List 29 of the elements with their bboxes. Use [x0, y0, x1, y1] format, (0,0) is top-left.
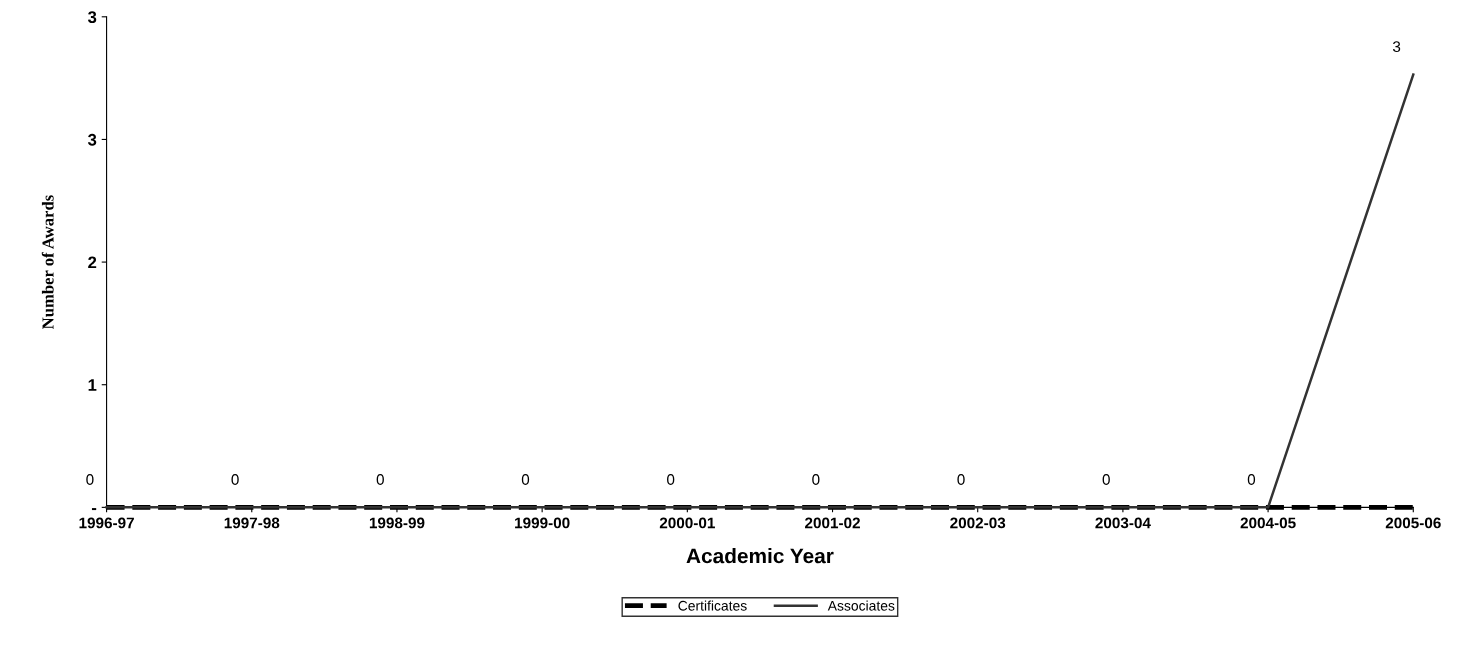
data-label: 0: [812, 474, 820, 485]
x-tick-label: 1998-99: [369, 517, 425, 529]
legend-label: Certificates: [678, 600, 747, 611]
data-label: 0: [957, 474, 965, 485]
x-tick-label: 2002-03: [950, 517, 1006, 529]
x-axis-title: Academic Year: [686, 547, 834, 564]
y-tick-label: 1: [88, 379, 97, 391]
x-tick-label: 2000-01: [659, 517, 715, 529]
y-tick-label: 2: [88, 256, 97, 269]
x-tick-label: 2001-02: [805, 517, 860, 529]
x-tick-label: 1996-97: [79, 517, 134, 529]
y-axis-title: Number of Awards: [41, 195, 54, 330]
data-label: 3: [1392, 41, 1401, 53]
x-tick-label: 1997-98: [224, 517, 280, 529]
y-tick-label: 3: [87, 133, 97, 146]
x-tick-label: 2005-06: [1385, 517, 1441, 529]
data-label: 0: [1247, 474, 1256, 485]
data-label: 0: [667, 474, 675, 485]
data-label: 0: [1102, 474, 1110, 485]
x-tick-label: 2003-04: [1095, 517, 1151, 529]
x-tick-label: 2004-05: [1240, 517, 1296, 529]
legend-label: Associates: [827, 600, 895, 611]
x-tick-label: 1999-00: [515, 517, 570, 529]
data-label: 0: [376, 474, 384, 485]
y-tick-label: -: [91, 508, 97, 511]
data-label: 0: [521, 474, 530, 485]
data-label: 0: [86, 474, 94, 485]
y-tick-label: 3: [87, 11, 97, 24]
data-label: 0: [231, 474, 239, 485]
